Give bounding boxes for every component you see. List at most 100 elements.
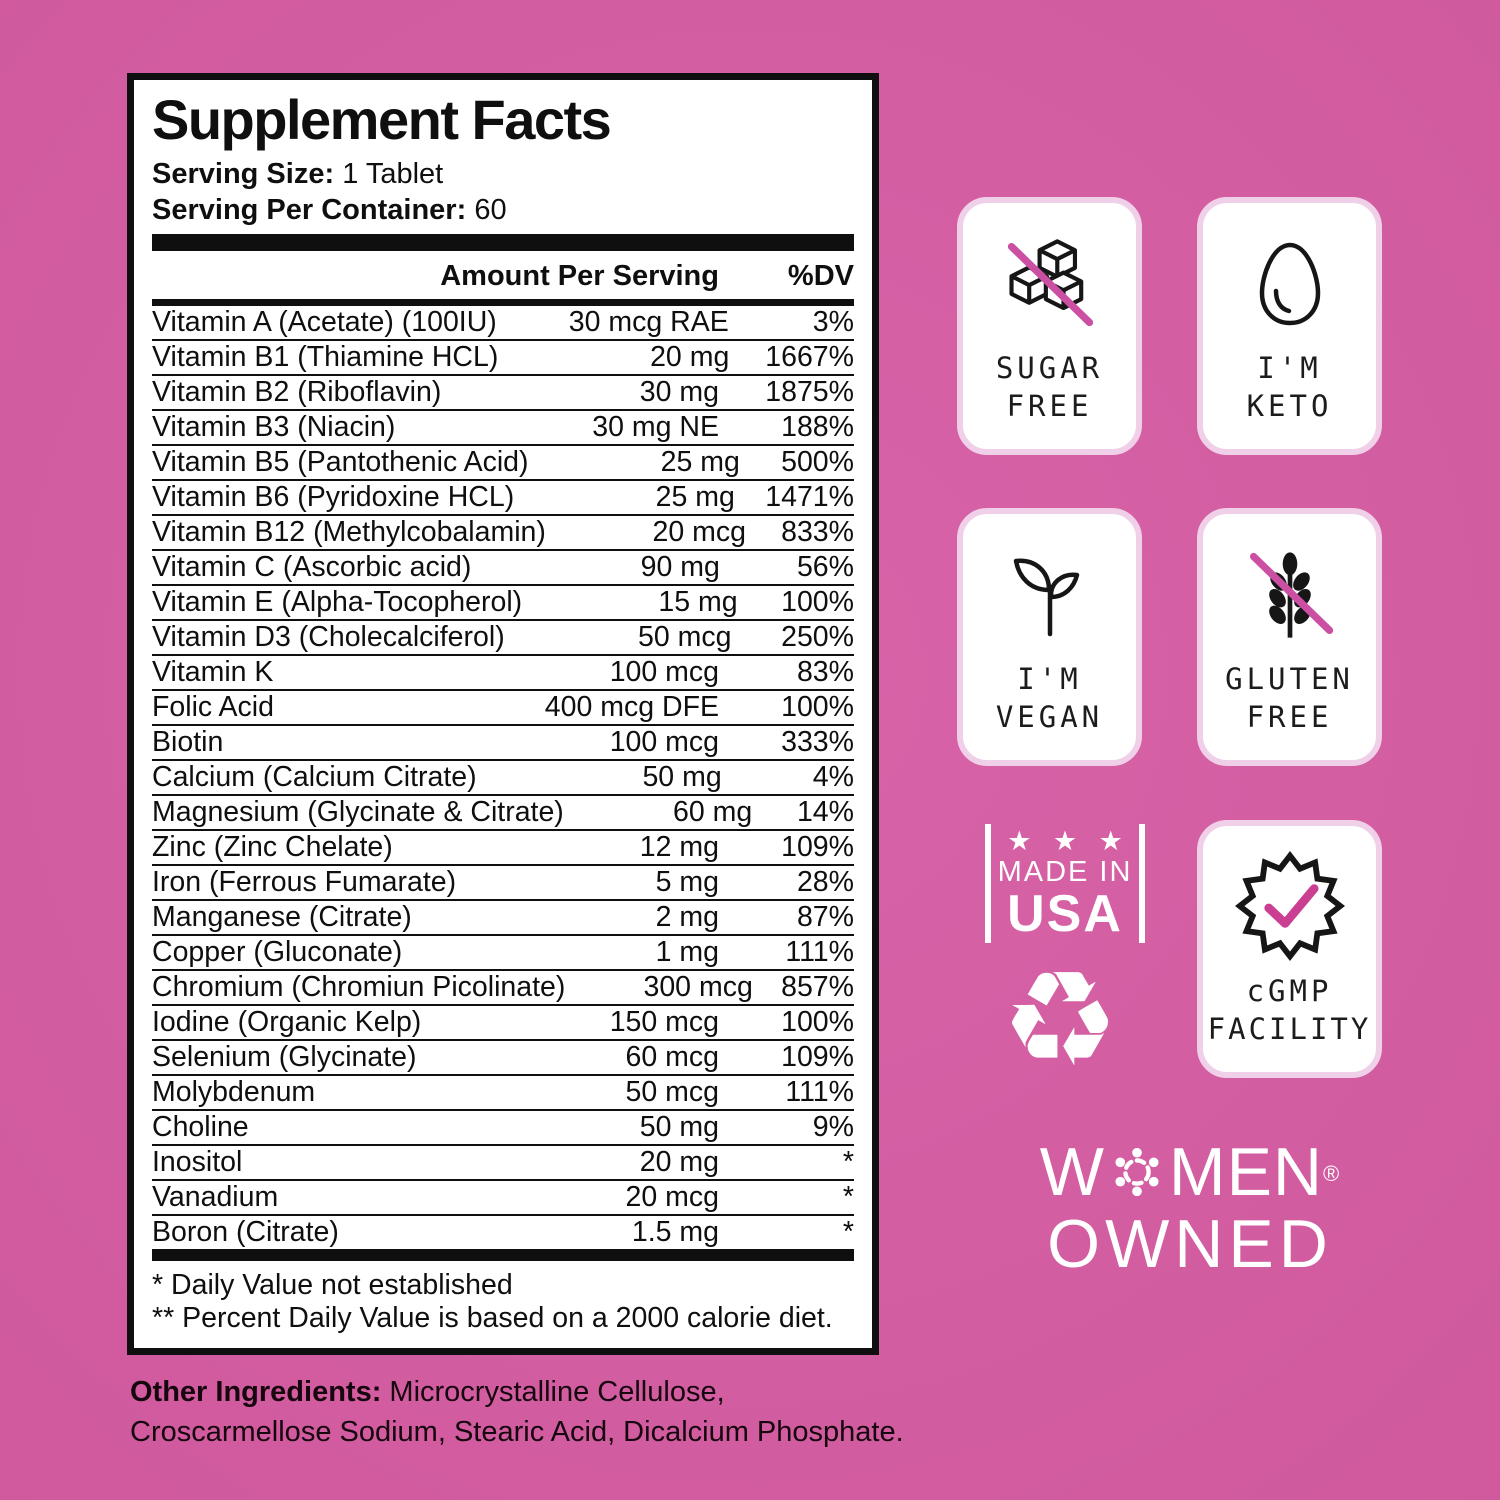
nutrient-amount: 60 mg (673, 796, 753, 828)
recycle-icon: ♻ (1000, 943, 1120, 1097)
nutrient-amount: 50 mcg (625, 1076, 719, 1108)
nutrient-name: Calcium (Calcium Citrate) (152, 761, 477, 793)
nutrient-name: Vitamin B2 (Riboflavin) (152, 376, 442, 408)
nutrient-dv: 100% (781, 691, 854, 723)
nutrient-dv: 100% (781, 586, 854, 618)
usa-text: USA (1007, 885, 1123, 943)
badge-sugar-free-line2: FREE (1006, 389, 1093, 423)
nutrient-dv: 1471% (765, 481, 854, 513)
serving-size-label: Serving Size: (152, 158, 335, 190)
table-header-row: Amount Per Serving %DV (152, 251, 854, 299)
table-row: Vitamin B3 (Niacin) 30 mg NE 188% (152, 411, 854, 446)
nutrient-dv: 833% (781, 516, 854, 548)
table-row: Vitamin B1 (Thiamine HCL) 20 mg 1667% (152, 341, 854, 376)
table-row: Vitamin B6 (Pyridoxine HCL) 25 mg 1471% (152, 481, 854, 516)
nutrient-dv: 3% (812, 306, 854, 338)
nutrient-dv: 111% (785, 1076, 854, 1108)
women-men: MEN (1168, 1134, 1324, 1210)
sugar-cubes-crossed-icon (998, 227, 1102, 339)
other-ingredients: Other Ingredients: Microcrystalline Cell… (130, 1372, 905, 1452)
badge-keto-line1: I'M (1257, 351, 1322, 385)
nutrient-dv: 333% (781, 726, 854, 758)
badge-im-vegan: I'M VEGAN (957, 508, 1142, 766)
nutrient-name: Vitamin B1 (Thiamine HCL) (152, 341, 499, 373)
badge-cgmp-line2: FACILITY (1207, 1012, 1372, 1046)
nutrient-amount: 25 mg (655, 481, 735, 513)
serving-size-line: Serving Size: 1 Tablet (152, 156, 854, 192)
nutrient-name: Vitamin B6 (Pyridoxine HCL) (152, 481, 515, 513)
footnote-2000-calorie: ** Percent Daily Value is based on a 200… (152, 1302, 833, 1334)
nutrient-name: Boron (Citrate) (152, 1216, 339, 1248)
table-row: Vitamin D3 (Cholecalciferol) 50 mcg 250% (152, 621, 854, 656)
nutrient-amount: 30 mg NE (592, 411, 719, 443)
nutrient-amount: 150 mcg (609, 1006, 719, 1038)
divider-bottom (152, 1249, 854, 1261)
nutrient-amount: 100 mcg (609, 656, 719, 688)
badge-gluten-free: GLUTEN FREE (1197, 508, 1382, 766)
table-row: Vitamin K 100 mcg 83% (152, 656, 854, 691)
nutrient-amount: 1.5 mg (631, 1216, 719, 1248)
servings-per-container-line: Serving Per Container: 60 (152, 192, 854, 228)
nutrient-amount: 50 mg (642, 761, 722, 793)
nutrient-dv: 109% (781, 1041, 854, 1073)
nutrient-dv: 500% (781, 446, 854, 478)
nutrient-dv: 9% (812, 1111, 854, 1143)
nutrient-name: Iodine (Organic Kelp) (152, 1006, 422, 1038)
other-ingredients-text: Microcrystalline Cellulose, Croscarmello… (130, 1376, 904, 1448)
made-in-text: MADE IN (997, 856, 1133, 888)
nutrient-name: Biotin (152, 726, 224, 758)
nutrient-name: Zinc (Zinc Chelate) (152, 831, 393, 863)
nutrient-name: Vitamin D3 (Cholecalciferol) (152, 621, 505, 653)
nutrient-name: Molybdenum (152, 1076, 316, 1108)
nutrient-amount: 20 mg (639, 1146, 719, 1178)
nutrient-dv: 87% (796, 901, 854, 933)
servings-label: Serving Per Container: (152, 194, 467, 226)
nutrient-name: Iron (Ferrous Fumarate) (152, 866, 457, 898)
nutrient-dv: * (842, 1216, 854, 1248)
nutrient-amount: 300 mcg (643, 971, 753, 1003)
women-owned-flower-icon (1108, 1143, 1166, 1201)
nutrient-dv: 250% (781, 621, 854, 653)
nutrient-name: Inositol (152, 1146, 243, 1178)
table-row: Calcium (Calcium Citrate) 50 mg 4% (152, 761, 854, 796)
nutrient-name: Vanadium (152, 1181, 279, 1213)
table-row: Iodine (Organic Kelp) 150 mcg 100% (152, 1006, 854, 1041)
footnote-dv-not-established: * Daily Value not established (152, 1269, 513, 1301)
nutrient-dv: 111% (785, 936, 854, 968)
women-w: W (1039, 1134, 1105, 1210)
nutrient-dv: 56% (796, 551, 854, 583)
usa-stars-icon: ★ ★ ★ (1007, 826, 1130, 856)
table-row: Folic Acid 400 mcg DFE 100% (152, 691, 854, 726)
badge-sugar-free: SUGAR FREE (957, 197, 1142, 455)
nutrient-amount: 60 mcg (625, 1041, 719, 1073)
table-row: Boron (Citrate) 1.5 mg * (152, 1216, 854, 1249)
nutrient-name: Vitamin A (Acetate) (100IU) (152, 306, 497, 338)
table-row: Vitamin C (Ascorbic acid) 90 mg 56% (152, 551, 854, 586)
other-ingredients-label: Other Ingredients: (130, 1376, 382, 1408)
table-row: Vitamin E (Alpha-Tocopherol) 15 mg 100% (152, 586, 854, 621)
badge-sugar-free-line1: SUGAR (995, 351, 1104, 385)
table-row: Manganese (Citrate) 2 mg 87% (152, 901, 854, 936)
nutrient-amount: 30 mg (639, 376, 719, 408)
nutrient-name: Vitamin B5 (Pantothenic Acid) (152, 446, 529, 478)
footnotes: * Daily Value not established ** Percent… (152, 1269, 854, 1335)
nutrient-name: Vitamin E (Alpha-Tocopherol) (152, 586, 523, 618)
nutrient-amount: 1 mg (655, 936, 719, 968)
table-row: Vitamin B12 (Methylcobalamin) 20 mcg 833… (152, 516, 854, 551)
nutrient-dv: 14% (796, 796, 854, 828)
table-row: Inositol 20 mg * (152, 1146, 854, 1181)
nutrient-name: Magnesium (Glycinate & Citrate) (152, 796, 564, 828)
nutrient-name: Copper (Gluconate) (152, 936, 403, 968)
nutrient-name: Vitamin B12 (Methylcobalamin) (152, 516, 546, 548)
nutrient-dv: 100% (781, 1006, 854, 1038)
table-row: Vitamin B5 (Pantothenic Acid) 25 mg 500% (152, 446, 854, 481)
serving-size-value: 1 Tablet (342, 158, 444, 190)
nutrient-amount: 50 mcg (638, 621, 732, 653)
women-owned-line1: W MEN ® (985, 1133, 1395, 1211)
nutrient-name: Vitamin B3 (Niacin) (152, 411, 396, 443)
nutrient-amount: 15 mg (658, 586, 738, 618)
table-row: Vanadium 20 mcg * (152, 1181, 854, 1216)
badge-vegan-line2: VEGAN (995, 700, 1104, 734)
seal-check-icon (1232, 850, 1348, 962)
